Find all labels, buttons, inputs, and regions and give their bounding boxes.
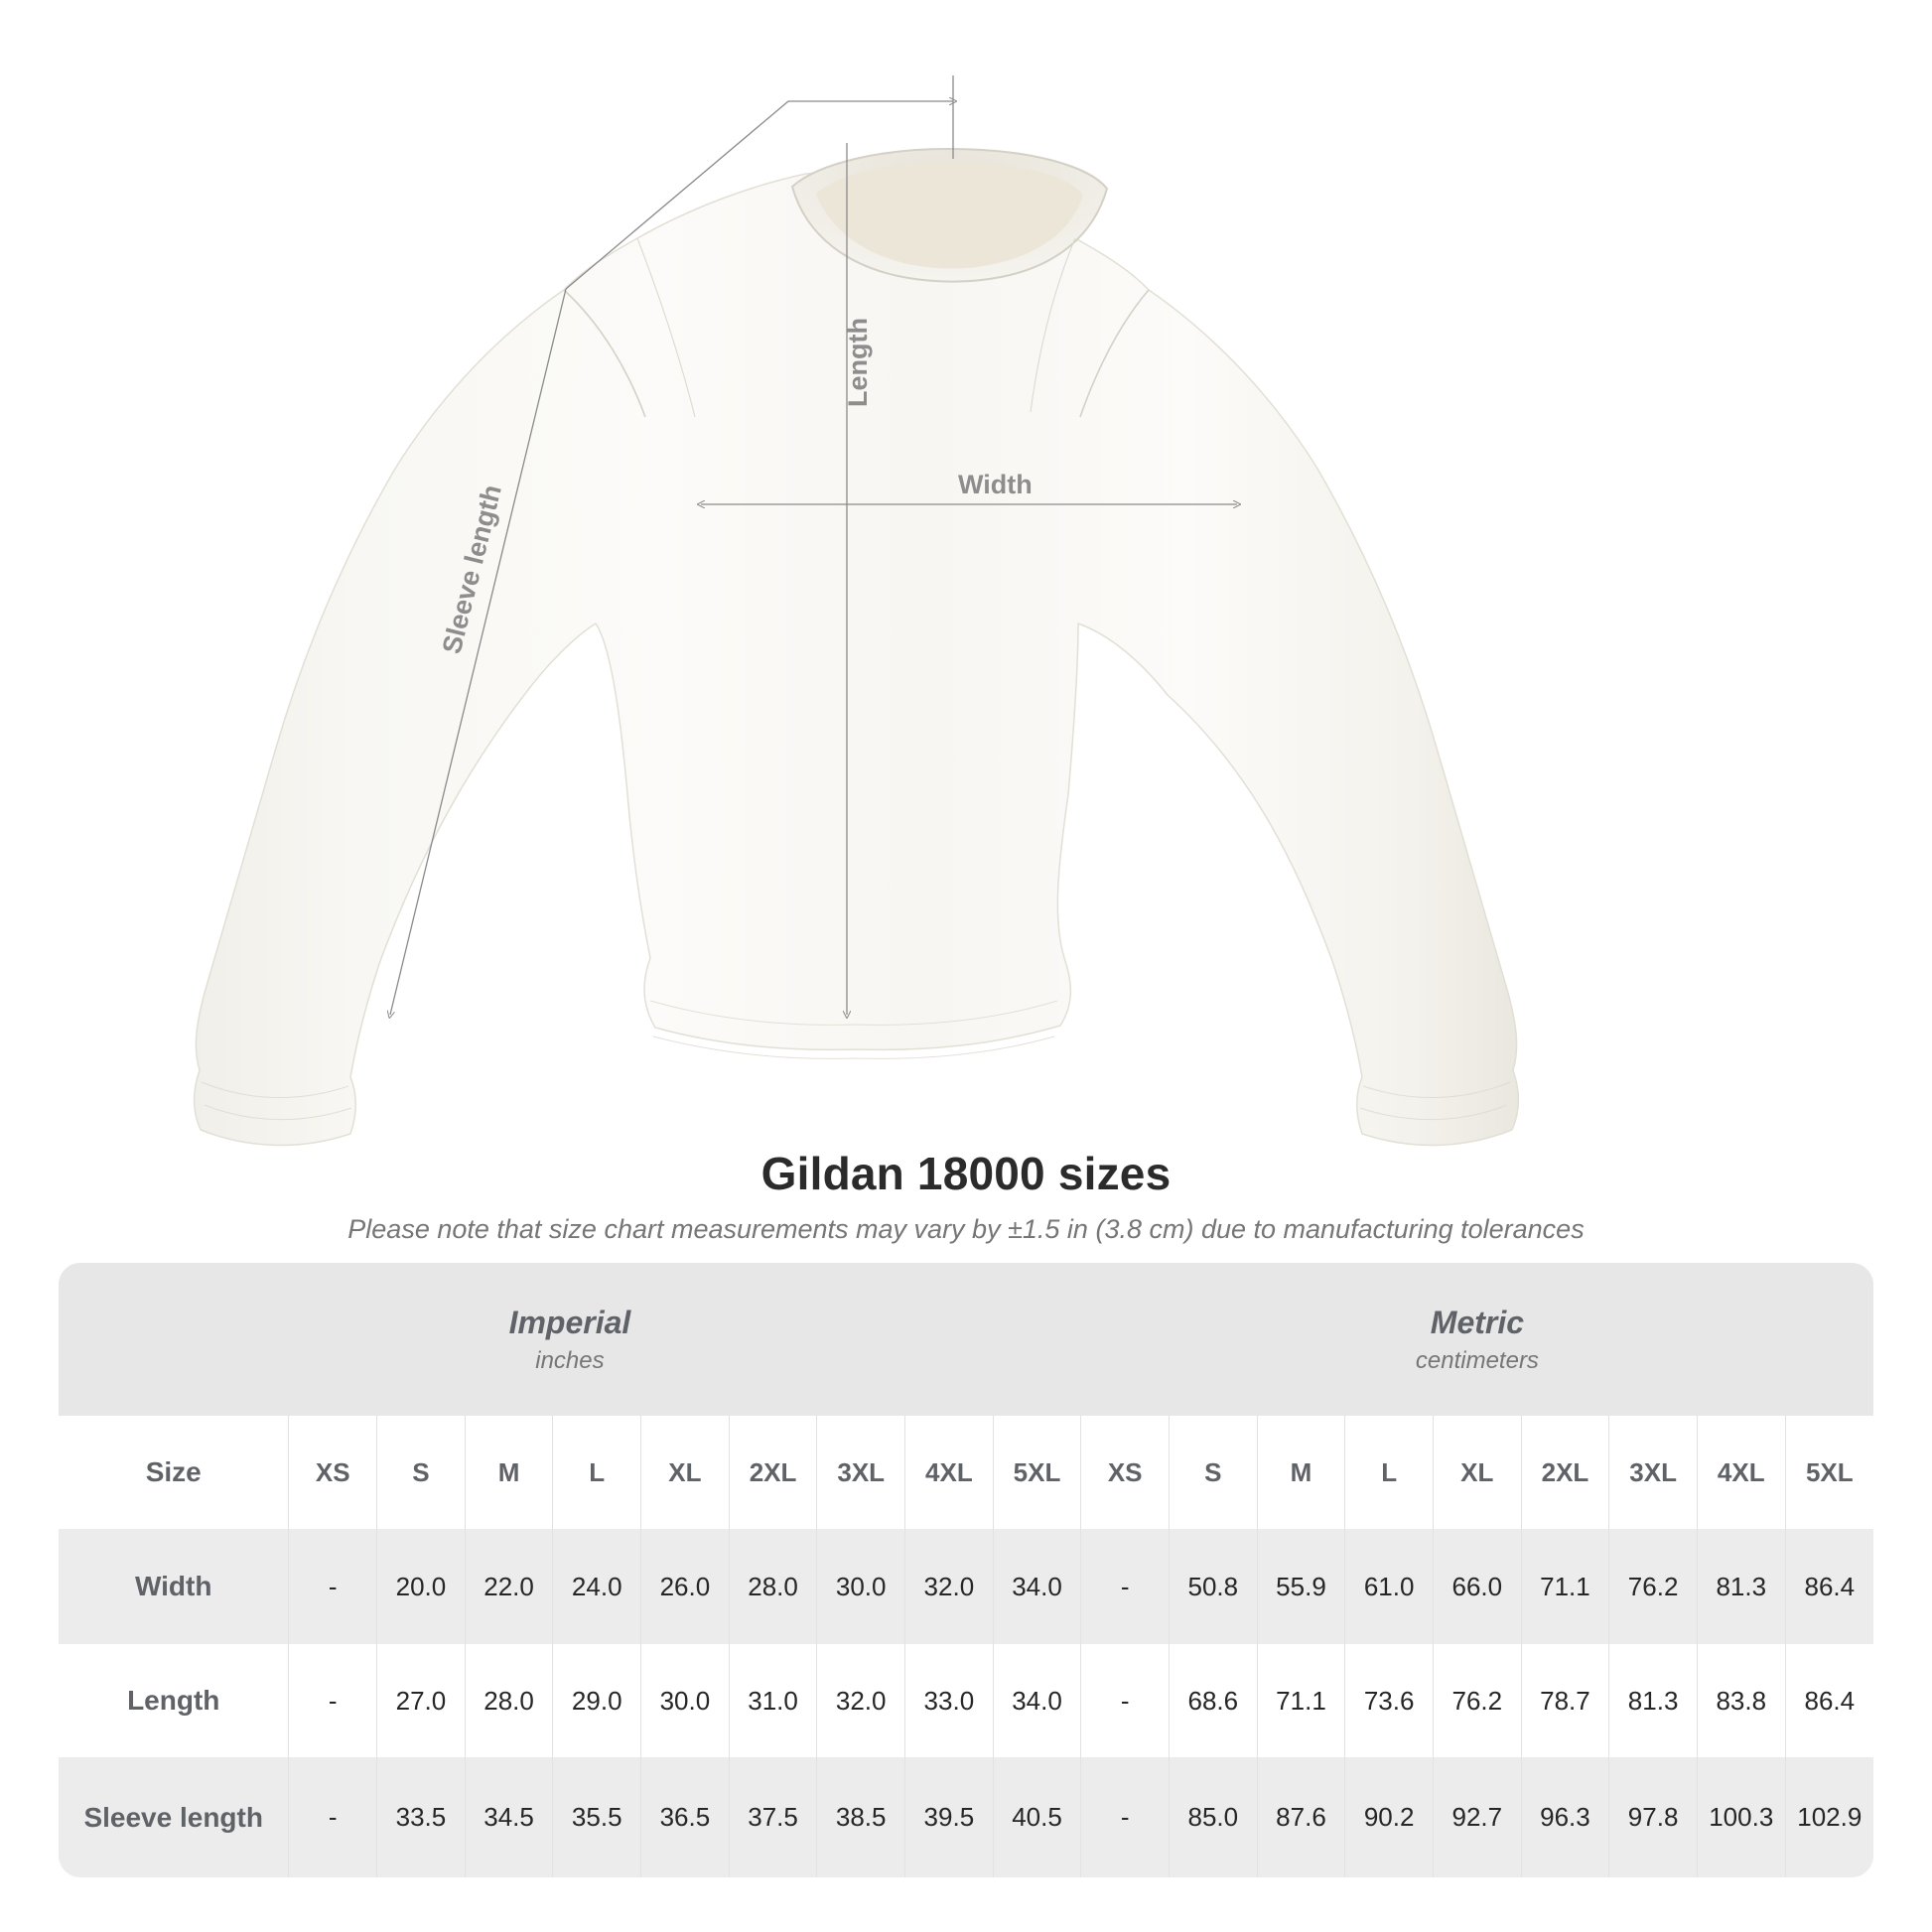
svg-text:Width: Width — [958, 470, 1033, 499]
svg-text:Length: Length — [843, 318, 873, 407]
